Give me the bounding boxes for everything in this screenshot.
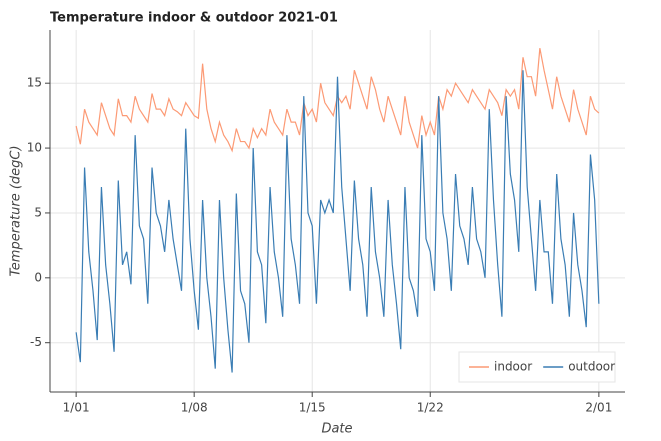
y-tick-label: 0 xyxy=(34,270,42,284)
legend-label: outdoor xyxy=(568,360,615,374)
x-tick-label: 1/01 xyxy=(63,401,90,415)
x-tick-label: 1/08 xyxy=(181,401,208,415)
y-tick-label: -5 xyxy=(30,335,42,349)
line-series xyxy=(75,48,600,153)
x-tick-label: 2/01 xyxy=(585,401,612,415)
legend-label: indoor xyxy=(494,360,532,374)
x-tick-label: 1/15 xyxy=(299,401,326,415)
legend: indoor outdoor xyxy=(458,351,616,383)
y-axis-label: Temperature (degC) xyxy=(9,145,24,276)
x-tick-label: 1/22 xyxy=(417,401,444,415)
line-series xyxy=(75,70,600,373)
y-tick-label: 15 xyxy=(27,76,42,90)
y-tick-label: 10 xyxy=(27,141,42,155)
y-tick-label: 5 xyxy=(34,205,42,219)
x-axis-label: Date xyxy=(321,422,352,437)
chart-title: Temperature indoor & outdoor 2021-01 xyxy=(50,11,338,26)
